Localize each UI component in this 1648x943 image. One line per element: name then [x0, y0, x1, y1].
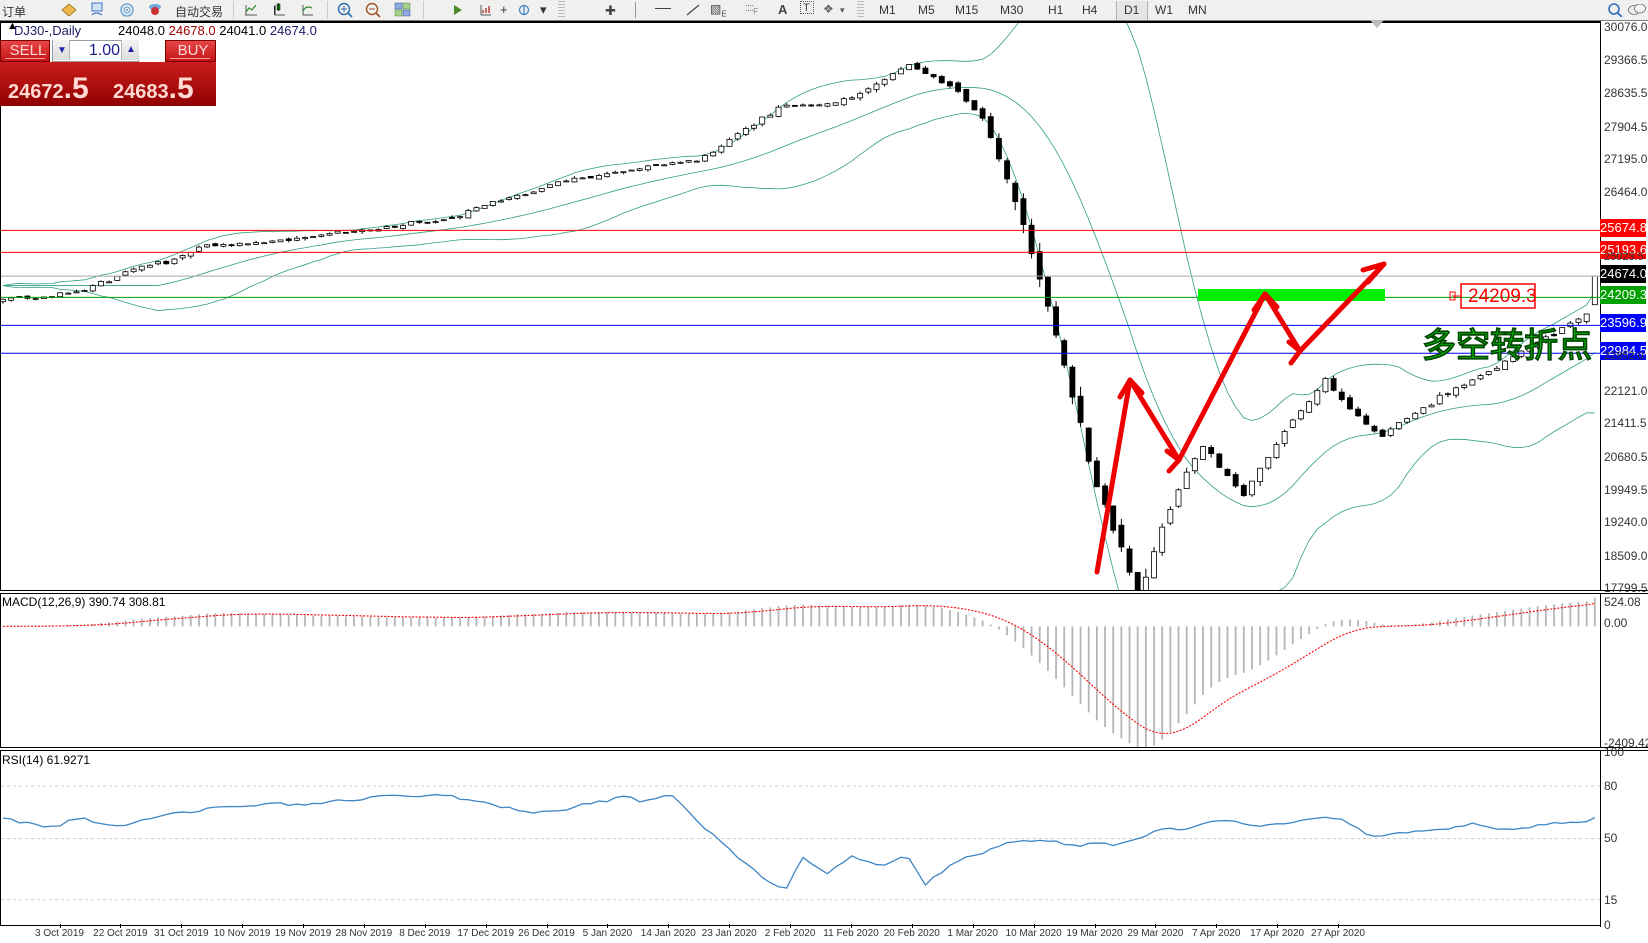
svg-text:24209.3: 24209.3 — [1468, 286, 1537, 307]
svg-text:多空转折点: 多空转折点 — [1422, 327, 1592, 365]
